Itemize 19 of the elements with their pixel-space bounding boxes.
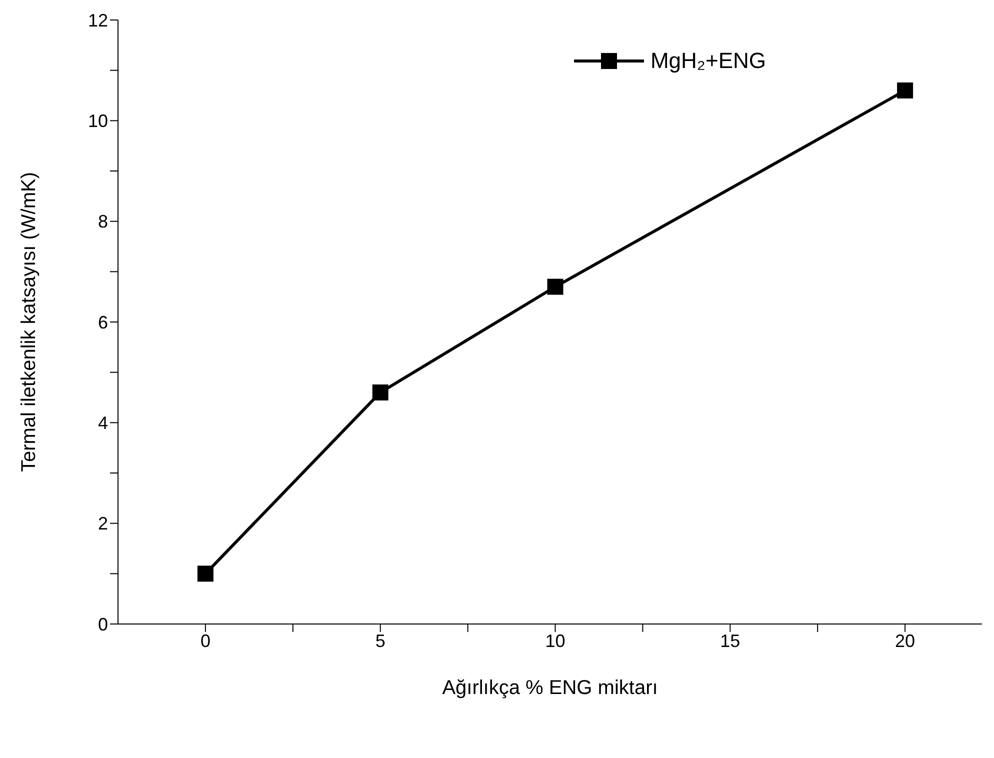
- x-tick-label: 0: [200, 630, 210, 651]
- y-axis-title: Termal iletkenlik katsayısı (W/mK): [18, 172, 40, 472]
- x-tick-label: 5: [375, 630, 386, 651]
- point: [547, 278, 564, 295]
- point: [372, 384, 388, 400]
- x-axis-title: Ağırlıkça % ENG miktarı: [442, 677, 658, 699]
- y-tick-label: 6: [98, 312, 108, 332]
- y-tick-label: 4: [98, 413, 108, 434]
- point: [197, 566, 214, 582]
- y-tick-label: 2: [98, 514, 108, 534]
- point: [897, 82, 914, 98]
- x-tick-label: 20: [895, 630, 916, 651]
- x-tick-label: 15: [720, 630, 740, 651]
- y-tick-label: 0: [98, 614, 108, 634]
- x-tick-label: 10: [545, 630, 566, 651]
- y-tick-label: 12: [88, 10, 108, 30]
- legend-label: MgH₂+ENG: [650, 48, 766, 74]
- y-tick-label: 10: [88, 111, 108, 132]
- y-tick-label: 8: [98, 212, 108, 232]
